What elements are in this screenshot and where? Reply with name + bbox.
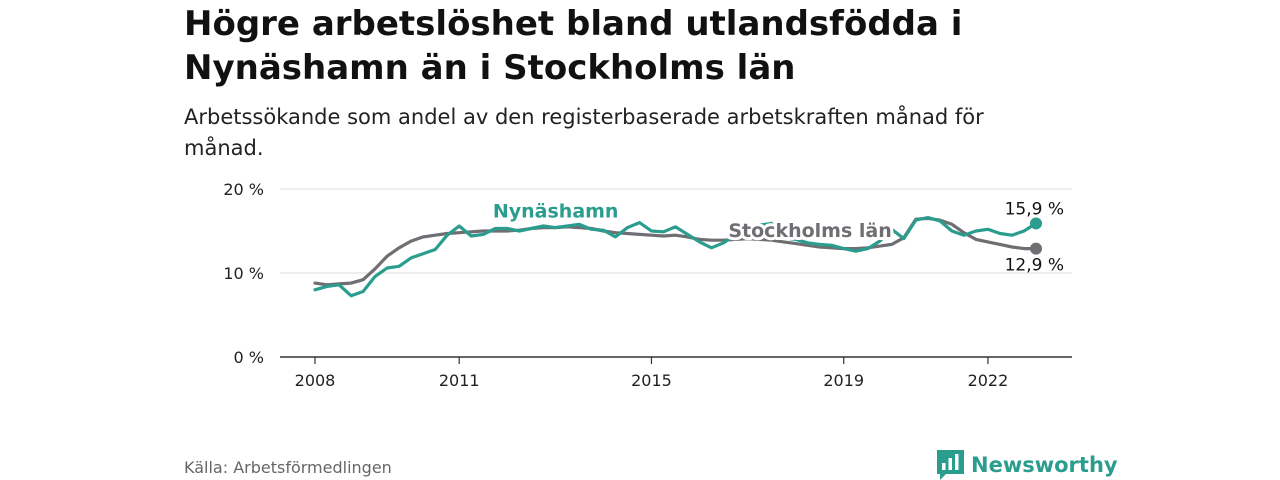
x-tick-label: 2011	[439, 371, 480, 390]
brand-name: Newsworthy	[971, 453, 1118, 477]
x-axis-ticks: 2008 2011 2015 2019 2022	[295, 357, 1009, 390]
y-tick-label: 0 %	[234, 348, 264, 367]
line-chart: 0 % 10 % 20 % 2008 2011 2015 2019 2022 15,9 % N…	[223, 180, 1072, 390]
x-tick-label: 2015	[631, 371, 672, 390]
series-name-label: Stockholms län	[728, 220, 891, 242]
series-end-label: 12,9 %	[1005, 256, 1064, 276]
series-labels: 15,9 % Nynäshamn 12,9 % Stockholms län	[490, 198, 1064, 276]
newsworthy-logo-icon	[937, 450, 964, 480]
y-axis-tick-labels: 0 % 10 % 20 %	[223, 180, 264, 367]
brand-logo[interactable]: Newsworthy	[937, 450, 1118, 480]
x-tick-label: 2022	[968, 371, 1009, 390]
series-end-label: 15,9 %	[1005, 199, 1064, 219]
x-tick-label: 2008	[295, 371, 336, 390]
x-tick-label: 2019	[823, 371, 864, 390]
series-name-label: Nynäshamn	[493, 201, 619, 223]
series-lines	[313, 216, 1042, 298]
y-tick-label: 20 %	[223, 180, 264, 199]
chart-title: Högre arbetslöshet bland utlandsfödda i …	[184, 4, 963, 88]
series-end-point-nynashamn	[1030, 217, 1042, 230]
y-tick-label: 10 %	[223, 264, 264, 283]
series-line-nynashamn	[313, 216, 1038, 298]
chart-subtitle: Arbetssökande som andel av den registerb…	[184, 105, 984, 160]
source-note: Källa: Arbetsförmedlingen	[184, 458, 392, 477]
grid-lines	[280, 188, 1072, 274]
series-end-point-stockholms-lan	[1030, 242, 1042, 255]
